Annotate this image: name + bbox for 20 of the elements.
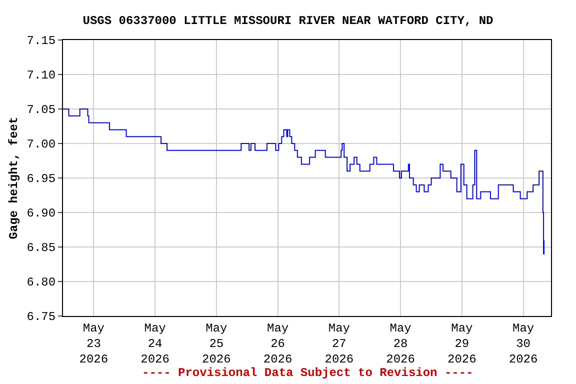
y-tick-label: 6.90 [26, 206, 56, 221]
y-tick-label: 6.85 [26, 241, 56, 256]
x-tick-label: May 23 2026 [79, 321, 108, 367]
x-tick-label: May 25 2026 [202, 321, 231, 367]
x-tick-label: May 26 2026 [263, 321, 292, 367]
y-tick-label: 7.10 [26, 68, 56, 83]
y-tick-label: 6.80 [26, 276, 56, 290]
y-tick-label: 6.95 [26, 172, 56, 186]
text: ---- Provisional Data Subject to Revision ---- [142, 366, 474, 380]
y-axis-title: Gage height, feet [7, 116, 22, 240]
x-tick-label: May 24 2026 [140, 321, 170, 367]
y-tick-label: 7.00 [26, 138, 56, 152]
y-tick-label: 7.15 [26, 34, 56, 48]
x-tick-label: May 27 2026 [324, 321, 354, 367]
x-tick-label: May 29 2026 [448, 321, 476, 367]
x-tick-label: May 30 2026 [508, 321, 538, 367]
y-tick-label: 6.75 [26, 310, 56, 324]
x-tick-label: May 28 2026 [386, 321, 415, 367]
y-tick-label: 7.05 [26, 103, 56, 118]
chart-title: USGS 06337000 LITTLE MISSOURI RIVER NEAR WATFORD CITY, ND [82, 14, 494, 28]
